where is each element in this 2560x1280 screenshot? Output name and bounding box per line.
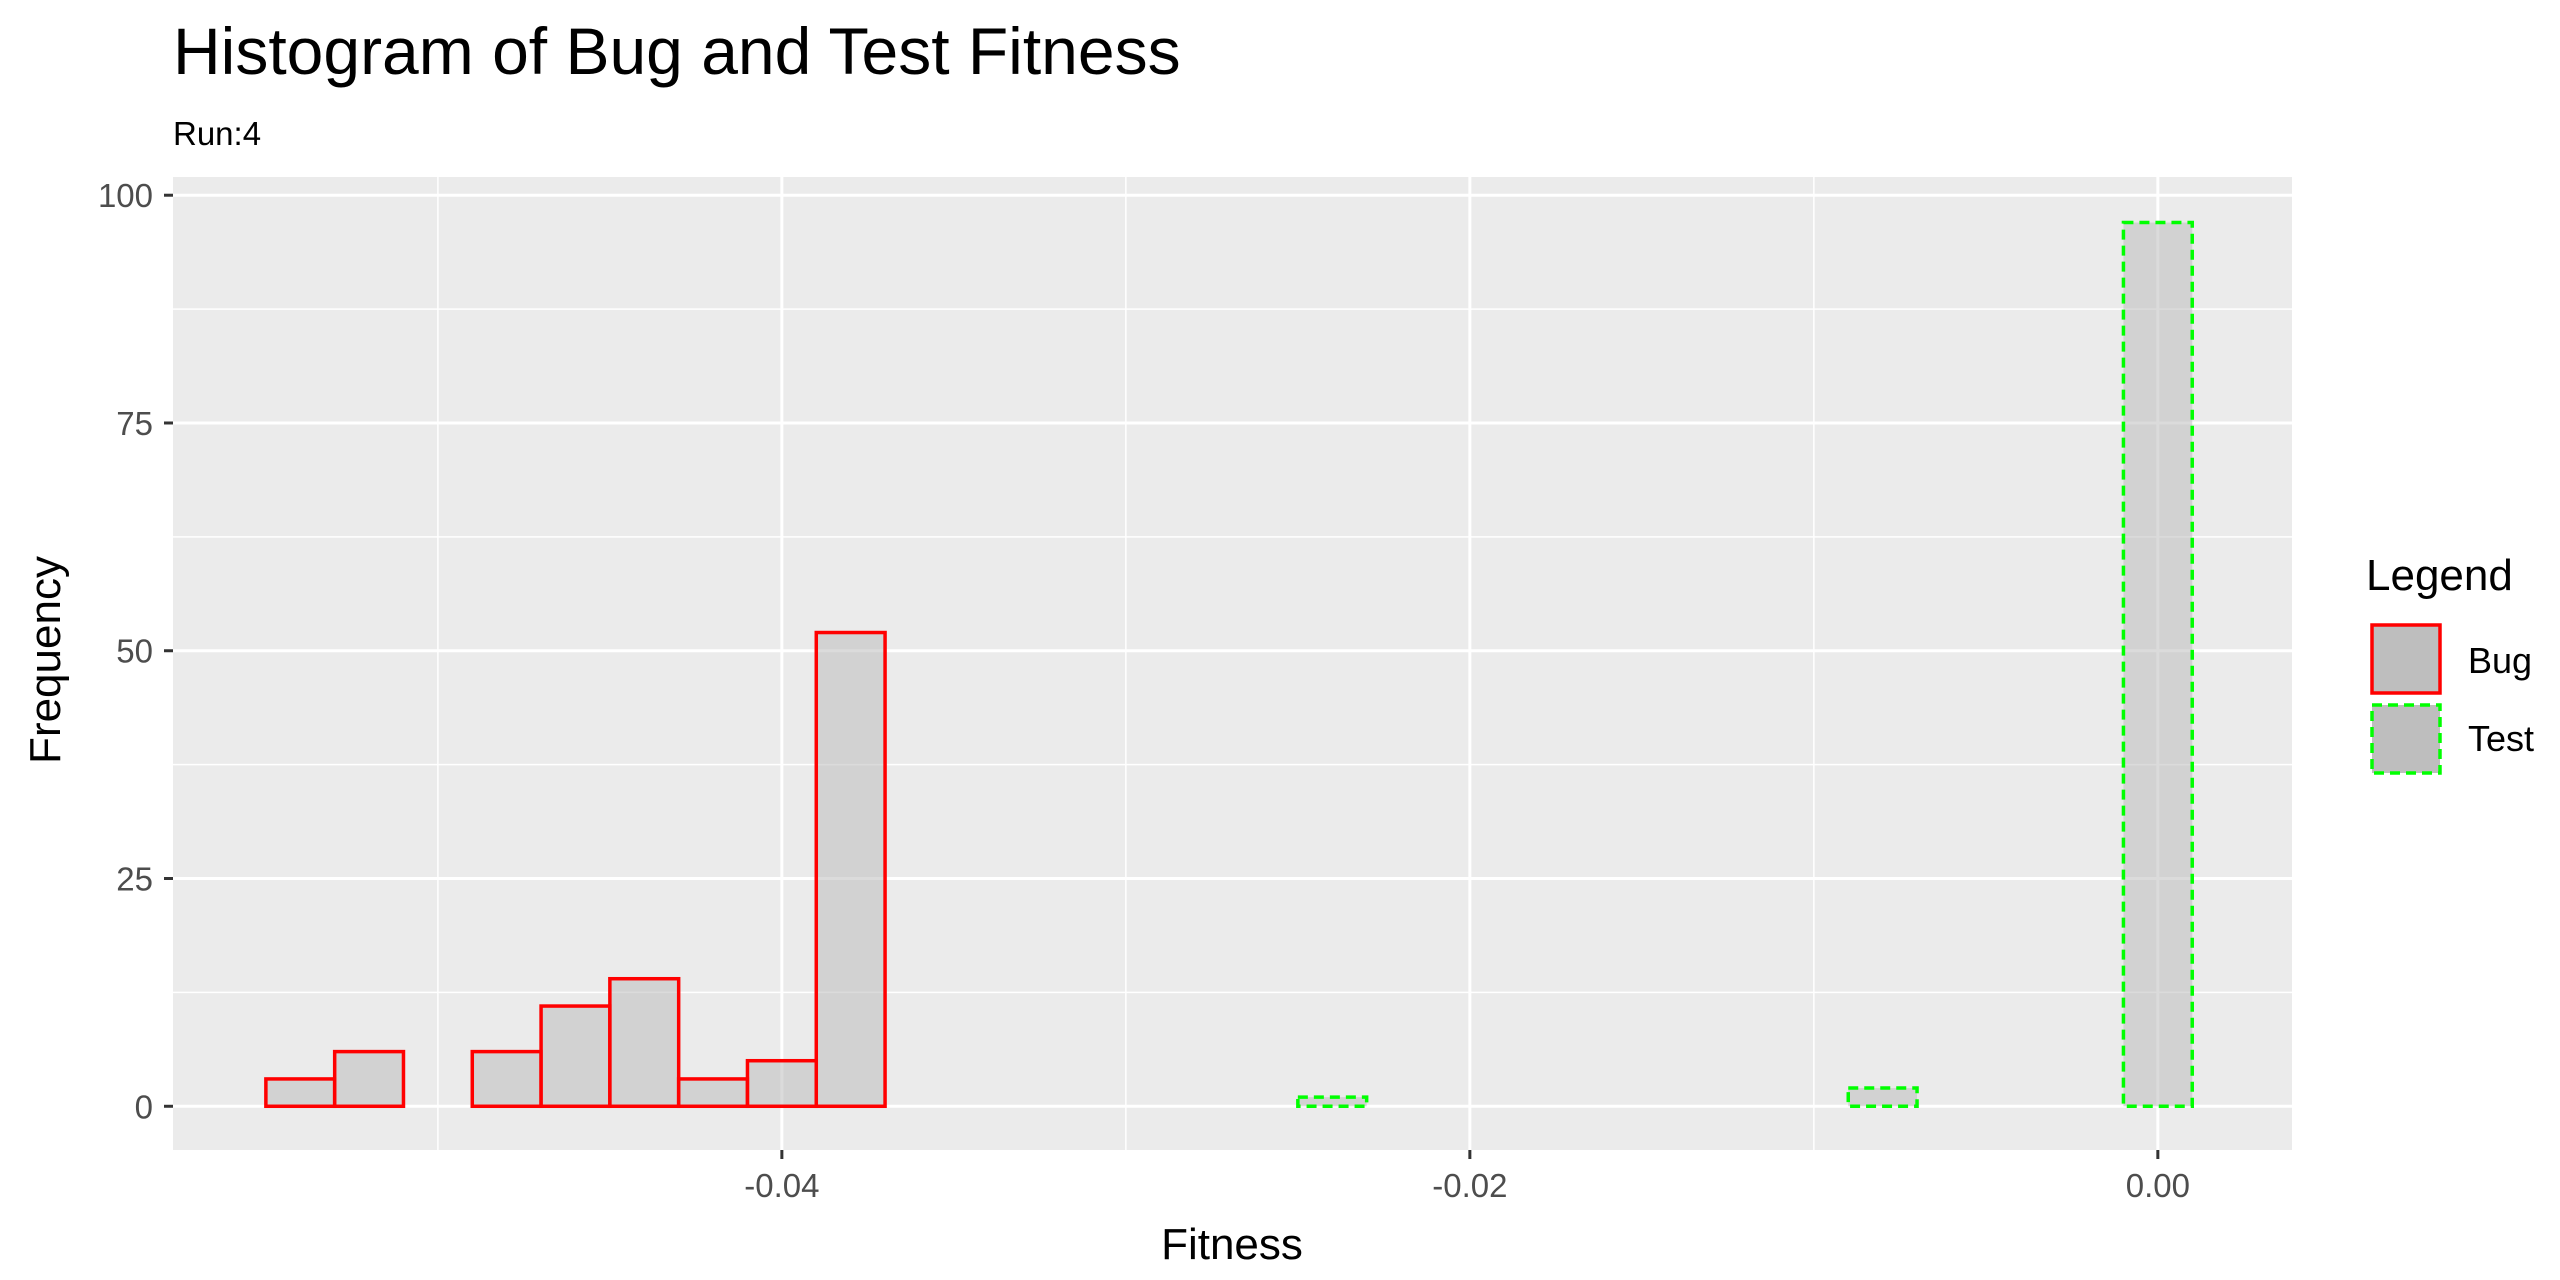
bar-bug-7 <box>745 1058 819 1109</box>
bar-bug-3 <box>470 1049 543 1109</box>
x-tick-label: -0.02 <box>1432 1167 1507 1204</box>
bug-series <box>264 630 887 1109</box>
bar-bug-0 <box>264 1077 337 1109</box>
y-tick-label: 100 <box>98 177 153 214</box>
legend-label-test: Test <box>2468 718 2534 759</box>
legend-key-test <box>2370 703 2442 775</box>
x-tick-label: -0.04 <box>744 1167 819 1204</box>
test-series <box>1296 220 2194 1109</box>
bar-test-27 <box>2121 220 2194 1109</box>
x-axis-title: Fitness <box>1161 1220 1303 1269</box>
grid-minor <box>173 177 2292 1150</box>
plot-panel <box>173 177 2292 1150</box>
x-tick-label: 0.00 <box>2126 1167 2190 1204</box>
y-tick-label: 0 <box>135 1088 153 1125</box>
legend-item-test: Test <box>2370 703 2534 775</box>
y-tick-label: 50 <box>116 633 153 670</box>
chart-title: Histogram of Bug and Test Fitness <box>173 14 1181 88</box>
y-tick-label: 75 <box>116 405 153 442</box>
legend-title: Legend <box>2366 551 2513 600</box>
legend-label-bug: Bug <box>2468 640 2532 681</box>
chart-subtitle: Run:4 <box>173 115 261 152</box>
legend: Legend Bug Test <box>2366 551 2534 775</box>
bar-bug-8 <box>814 630 887 1109</box>
bar-bug-5 <box>608 976 681 1109</box>
x-axis: -0.04 -0.02 0.00 <box>744 1150 2190 1204</box>
y-axis-title: Frequency <box>21 556 70 764</box>
bar-bug-1 <box>332 1049 406 1109</box>
bar-test-23 <box>1846 1086 1919 1109</box>
bar-bug-4 <box>539 1004 612 1109</box>
y-tick-label: 25 <box>116 861 153 898</box>
y-axis: 0 25 50 75 100 <box>98 177 173 1125</box>
legend-item-bug: Bug <box>2370 623 2532 695</box>
bar-bug-6 <box>676 1077 750 1109</box>
legend-key-bug <box>2370 623 2442 695</box>
bar-test-15 <box>1296 1095 1369 1109</box>
